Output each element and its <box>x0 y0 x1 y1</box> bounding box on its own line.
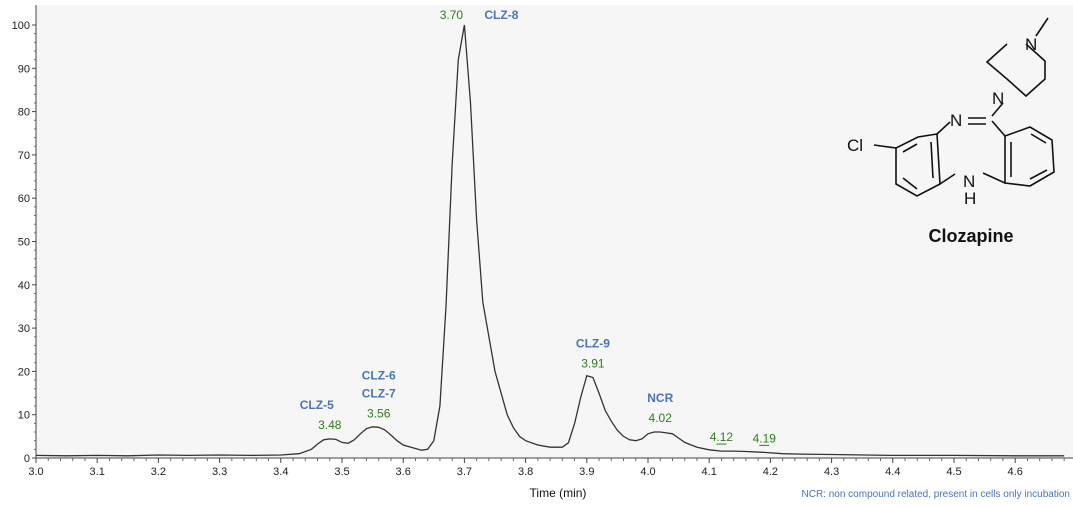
plot-area <box>36 5 1073 458</box>
x-axis-title: Time (min) <box>530 486 587 500</box>
cl-bond <box>873 144 897 149</box>
left-benzene-ring <box>895 133 941 197</box>
x-tick-label: 4.5 <box>946 466 961 478</box>
left-benzene-inner-3 <box>902 143 918 153</box>
x-tick-label: 3.4 <box>273 466 288 478</box>
y-tick-label: 0 <box>24 453 30 465</box>
atom-nh-n: N <box>963 172 975 191</box>
axes <box>35 5 1073 459</box>
x-tick-label: 4.3 <box>824 466 839 478</box>
series-layer <box>35 24 1065 457</box>
y-tick-label: 80 <box>18 107 30 119</box>
right-benzene-inner-2 <box>1030 133 1047 144</box>
atom-n-imine: N <box>950 111 962 130</box>
x-tick-label: 3.7 <box>457 466 472 478</box>
y-tick-label: 10 <box>18 410 30 422</box>
y-tick-label: 100 <box>12 20 30 32</box>
atom-cl: Cl <box>847 136 863 155</box>
left-benzene-inner-2 <box>902 177 918 190</box>
peak-rt-label: 4.19 <box>753 431 777 445</box>
c11-right-ring-bond <box>991 120 1006 137</box>
peak-name-label: CLZ-5 <box>300 398 334 412</box>
footnote: NCR: non compound related, present in ce… <box>802 489 1071 500</box>
y-tick-label: 20 <box>18 366 30 378</box>
x-tick-label: 4.6 <box>1008 466 1023 478</box>
x-tick-label: 3.8 <box>518 466 533 478</box>
x-tick-label: 4.2 <box>763 466 778 478</box>
x-tick-label: 4.1 <box>702 466 717 478</box>
clozapine-structure: N N N Cl N H Clozapine <box>847 17 1055 246</box>
atom-n-piperazine: N <box>992 89 1004 108</box>
peak-name-label: CLZ-7 <box>362 386 396 400</box>
annotation-layer: 3.48 CLZ-5 3.56 CLZ-7 CLZ-6 3.70 CLZ-8 3.91 CLZ-… <box>300 8 777 446</box>
peak-rt-label: 4.02 <box>649 411 673 425</box>
x-tick-label: 3.9 <box>579 466 594 478</box>
y-tick-label: 60 <box>18 193 30 205</box>
piperazine-ring <box>985 43 1046 98</box>
right-benzene-ring <box>1004 126 1055 187</box>
peak-name-label: NCR <box>647 391 673 405</box>
y-tick-label: 90 <box>18 63 30 75</box>
x-tick-label: 3.1 <box>90 466 105 478</box>
x-tick-label: 3.2 <box>151 466 166 478</box>
peak-rt-label: 3.48 <box>318 418 342 432</box>
right-ring-nh-bond <box>982 172 1006 184</box>
compound-title: Clozapine <box>928 226 1013 246</box>
peak-name-label: CLZ-6 <box>362 368 396 382</box>
x-tick-label: 4.4 <box>885 466 900 478</box>
x-tick-label: 3.5 <box>334 466 349 478</box>
atom-nh-h: H <box>964 189 976 208</box>
left-benzene-inner-1 <box>930 141 934 179</box>
chromatogram-trace <box>35 24 1065 457</box>
y-tick-label: 50 <box>18 237 30 249</box>
peak-rt-label: 3.70 <box>440 8 464 22</box>
n-imine-ring-bond <box>936 121 951 135</box>
right-benzene-inner-3 <box>1029 169 1048 180</box>
peak-name-label: CLZ-9 <box>576 336 610 350</box>
y-tick-label: 30 <box>18 323 30 335</box>
piperazine-c11-bond <box>991 102 1004 117</box>
peak-rt-label: 3.56 <box>367 406 391 420</box>
peak-rt-label: 4.12 <box>710 430 734 444</box>
n-methyl-bond <box>1035 17 1049 37</box>
y-tick-label: 70 <box>18 150 30 162</box>
atom-n-methyl: N <box>1025 35 1037 54</box>
peak-rt-label: 3.91 <box>581 356 605 370</box>
x-tick-label: 4.0 <box>640 466 655 478</box>
y-tick-label: 40 <box>18 280 30 292</box>
tick-layer: 3.0 3.1 3.2 3.3 3.4 3.5 3.6 3.7 3.8 3.9 4.0 4.1 4.2 4… <box>12 20 1065 478</box>
x-tick-label: 3.0 <box>28 466 43 478</box>
x-tick-label: 3.6 <box>396 466 411 478</box>
left-ring-nh-bond <box>939 173 956 185</box>
peak-name-label: CLZ-8 <box>484 8 518 22</box>
x-tick-label: 3.3 <box>212 466 227 478</box>
